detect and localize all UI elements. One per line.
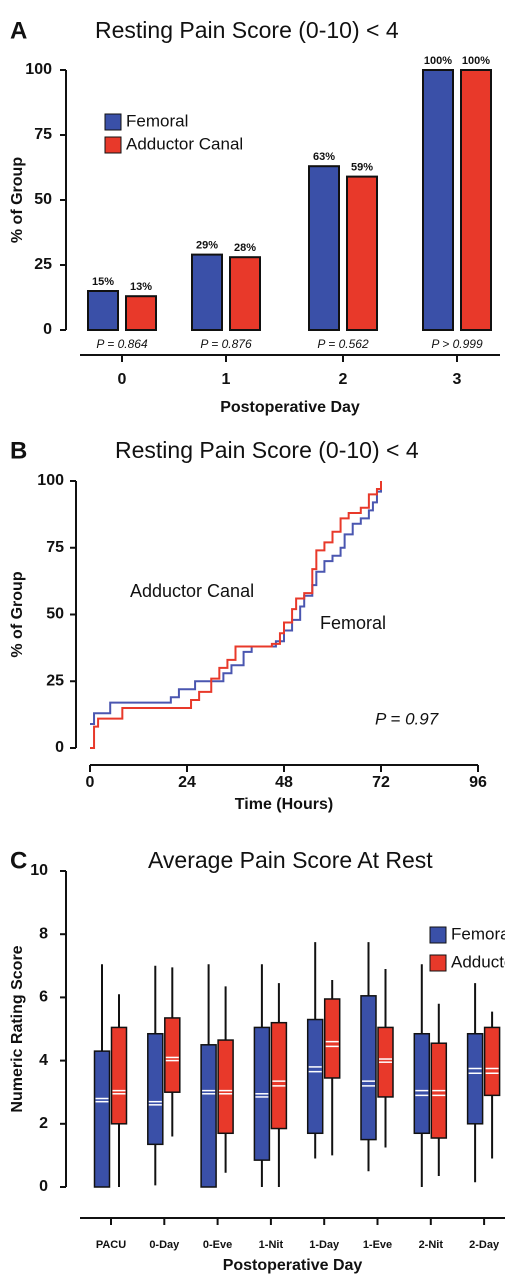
value-label: 100% [424, 55, 452, 67]
panel-label: B [10, 437, 27, 464]
legend-swatch [429, 954, 447, 972]
y-tick-label: 10 [30, 862, 48, 879]
legend-swatch [104, 136, 122, 154]
bar [87, 290, 119, 331]
box [323, 998, 341, 1079]
box [110, 1026, 128, 1125]
x-tick-label: 1-Day [309, 1239, 340, 1251]
y-tick-label: 25 [46, 672, 64, 689]
box [483, 1026, 501, 1097]
x-tick-label: 1-Nit [259, 1239, 284, 1251]
x-tick-label: 1 [222, 371, 231, 388]
x-tick-label: 2-Nit [419, 1239, 444, 1251]
x-axis-label: Postoperative Day [223, 1257, 363, 1274]
y-tick-label: 2 [39, 1115, 48, 1132]
box [147, 1032, 164, 1146]
y-tick-label: 75 [46, 539, 64, 556]
series-label: Femoral [320, 613, 386, 633]
value-label: 59% [351, 162, 373, 174]
x-tick-label: 0 [86, 774, 95, 791]
bar [346, 175, 378, 331]
y-axis-label: Numeric Rating Score [9, 945, 26, 1112]
value-label: 15% [92, 276, 114, 288]
x-tick-label: 3 [453, 371, 462, 388]
legend-label: Adductor Canal [126, 134, 243, 153]
box [93, 1050, 111, 1188]
step-line [90, 481, 382, 725]
p-value: P = 0.864 [96, 337, 148, 351]
y-tick-label: 6 [39, 989, 48, 1006]
legend-label: Adductor Canal [451, 952, 505, 971]
x-tick-label: 2 [339, 371, 348, 388]
x-tick-label: 72 [372, 774, 390, 791]
box [413, 1032, 431, 1135]
series-label: Adductor Canal [130, 581, 254, 601]
legend-swatch [429, 926, 447, 944]
box [217, 1039, 234, 1135]
bar [125, 295, 157, 332]
y-tick-label: 75 [34, 126, 52, 143]
value-label: 28% [234, 242, 256, 254]
x-axis-label: Postoperative Day [220, 399, 360, 416]
p-value: P = 0.562 [317, 337, 369, 351]
value-label: 100% [462, 55, 490, 67]
panel-label: C [10, 847, 27, 874]
box [270, 1021, 288, 1130]
p-value: P > 0.999 [431, 337, 483, 351]
value-label: 29% [196, 240, 218, 252]
bar [191, 253, 223, 332]
x-tick-label: 0-Eve [203, 1239, 232, 1251]
x-axis-label: Time (Hours) [235, 796, 333, 813]
x-tick-label: 48 [275, 774, 293, 791]
x-tick-label: 1-Eve [363, 1239, 392, 1251]
value-label: 63% [313, 151, 335, 163]
x-tick-label: 0 [118, 371, 127, 388]
y-tick-label: 50 [34, 191, 52, 208]
step-line [90, 481, 382, 749]
annotation: P = 0.97 [375, 709, 439, 728]
y-tick-label: 0 [43, 321, 52, 338]
legend-label: Femoral [451, 924, 505, 943]
y-tick-label: 8 [39, 925, 48, 942]
bar [422, 69, 454, 331]
box [360, 995, 377, 1141]
x-tick-label: PACU [96, 1239, 126, 1251]
x-tick-label: 0-Day [149, 1239, 180, 1251]
y-tick-label: 4 [39, 1052, 48, 1069]
box [200, 1044, 217, 1188]
y-tick-label: 25 [34, 256, 52, 273]
y-axis-label: % of Group [9, 571, 26, 657]
box [164, 1017, 181, 1093]
bar [460, 69, 492, 331]
bar [229, 256, 261, 332]
legend-label: Femoral [126, 111, 188, 130]
y-tick-label: 100 [37, 472, 64, 489]
y-axis-label: % of Group [9, 157, 26, 243]
y-tick-label: 50 [46, 606, 64, 623]
y-tick-label: 0 [55, 739, 64, 756]
p-value: P = 0.876 [200, 337, 252, 351]
x-tick-label: 96 [469, 774, 487, 791]
legend-swatch [104, 113, 122, 131]
box [306, 1018, 324, 1135]
y-tick-label: 100 [25, 61, 52, 78]
x-tick-label: 2-Day [469, 1239, 500, 1251]
chart-title: Average Pain Score At Rest [148, 847, 433, 873]
x-tick-label: 24 [178, 774, 196, 791]
bar [308, 165, 340, 331]
value-label: 13% [130, 281, 152, 293]
box [466, 1032, 484, 1125]
chart-title: Resting Pain Score (0-10) < 4 [95, 17, 399, 43]
chart-title: Resting Pain Score (0-10) < 4 [115, 437, 419, 463]
panel-label: A [10, 17, 27, 44]
y-tick-label: 0 [39, 1178, 48, 1195]
